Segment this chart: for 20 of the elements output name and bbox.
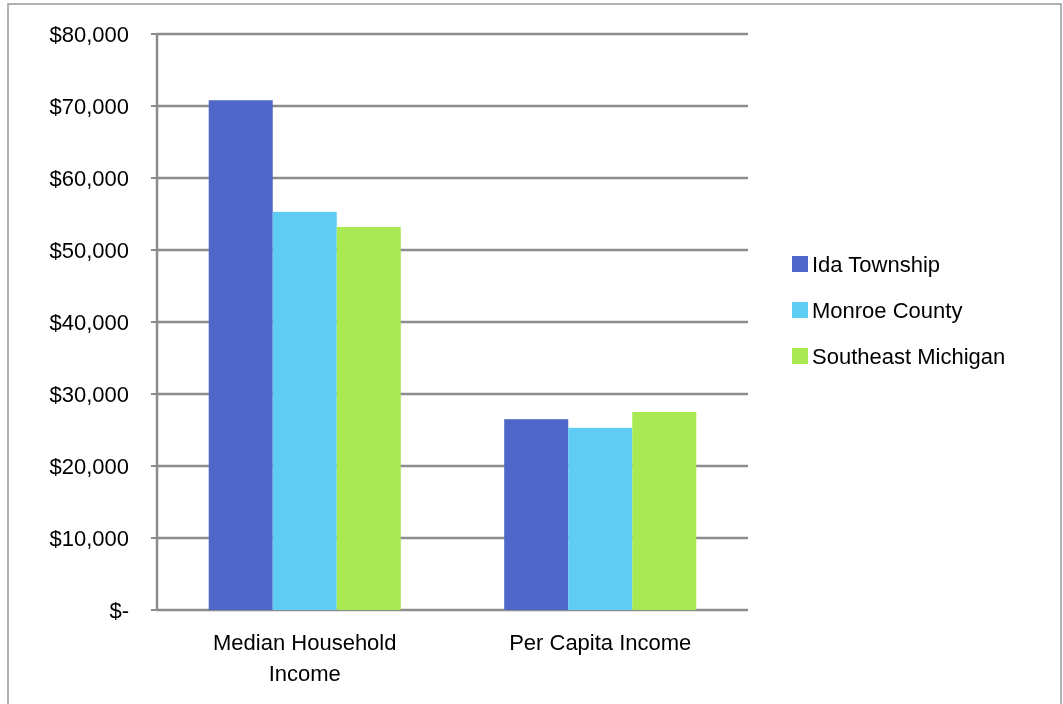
y-tick-label: $10,000 [49,525,129,551]
y-tick-label: $40,000 [49,309,129,335]
y-tick-label: $70,000 [49,93,129,119]
bar [632,412,697,610]
bar [272,211,337,610]
x-tick-label: Per Capita Income [509,630,692,655]
bar [336,226,401,610]
legend-label: Southeast Michigan [812,343,1006,369]
bar [208,100,273,610]
y-tick-label: $- [109,597,129,623]
x-tick-label: Median Household Income [213,630,397,686]
y-tick-label: $80,000 [49,21,129,47]
y-tick-label: $60,000 [49,165,129,191]
legend-label: Ida Township [812,251,941,277]
bar [568,427,633,610]
legend-label: Monroe County [812,297,963,323]
y-tick-label: $20,000 [49,453,129,479]
y-tick-label: $30,000 [49,381,129,407]
y-tick-label: $50,000 [49,237,129,263]
bar [504,419,569,610]
